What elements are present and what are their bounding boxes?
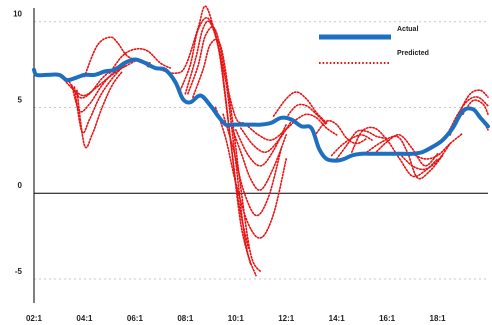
y-tick-label: -5 xyxy=(15,267,23,276)
x-tick-label: 10:1 xyxy=(228,314,245,323)
predicted-series-line xyxy=(214,106,287,239)
x-tick-label: 06:1 xyxy=(127,314,144,323)
predicted-series-line xyxy=(335,129,388,160)
actual-series-group xyxy=(32,57,490,163)
grid-lines xyxy=(34,21,488,280)
y-tick-label: 10 xyxy=(13,10,22,19)
x-tick-label: 02:1 xyxy=(26,314,43,323)
predicted-series-line xyxy=(411,132,464,160)
predicted-series-line xyxy=(240,120,293,153)
x-tick-label: 12:1 xyxy=(278,314,295,323)
predicted-series-line xyxy=(285,103,328,126)
predicted-series-line xyxy=(184,20,252,267)
predicted-series-line xyxy=(315,119,368,145)
y-tick-labels: 10 5 0 -5 xyxy=(13,10,22,276)
predicted-series-line xyxy=(351,126,439,178)
actual-series-line xyxy=(32,57,490,163)
predicted-series-line xyxy=(76,70,124,149)
predicted-series-line xyxy=(222,113,282,217)
x-tick-label: 14:1 xyxy=(329,314,346,323)
predicted-series-line xyxy=(229,123,287,191)
legend: Actual Predicted xyxy=(319,26,429,64)
predicted-series-line xyxy=(272,91,328,124)
x-tick-labels: 02:1 04:1 06:1 08:1 10:1 12:1 14:1 16:1 18:1 xyxy=(26,314,446,323)
predicted-series-line xyxy=(192,38,262,273)
predicted-series-line xyxy=(245,118,298,141)
predicted-series-line xyxy=(373,133,439,167)
predicted-series-group xyxy=(33,5,489,277)
predicted-series-line xyxy=(235,123,287,167)
predicted-series-line xyxy=(366,135,444,180)
x-tick-label: 04:1 xyxy=(76,314,93,323)
y-tick-label: 5 xyxy=(18,95,23,104)
legend-actual-label: Actual xyxy=(397,26,418,33)
x-tick-label: 16:1 xyxy=(379,314,396,323)
predicted-series-line xyxy=(179,16,250,249)
x-tick-label: 08:1 xyxy=(177,314,194,323)
legend-predicted-label: Predicted xyxy=(397,50,429,57)
predicted-series-line xyxy=(187,26,257,277)
predicted-series-line xyxy=(295,113,338,136)
predicted-series-line xyxy=(108,47,171,74)
predicted-series-line xyxy=(449,89,489,136)
x-tick-label: 18:1 xyxy=(430,314,447,323)
y-tick-label: 0 xyxy=(18,181,23,190)
predicted-series-line xyxy=(398,142,451,171)
predicted-series-line xyxy=(33,58,489,162)
